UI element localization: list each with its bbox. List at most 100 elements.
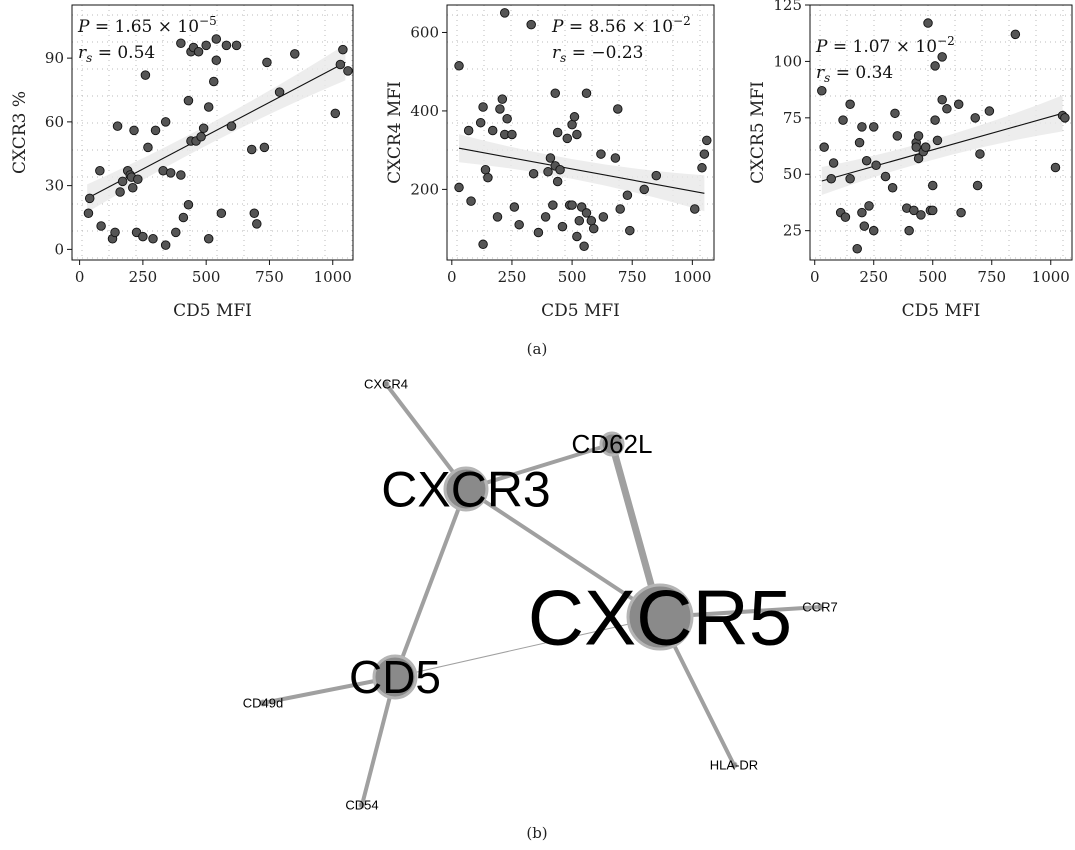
network-nodes: CXCR3 CXCR5 CD5 CD62L CXCR4 CCR7 CD49d CD54 HLA-… [243,377,838,813]
data-point [572,231,582,242]
data-point [857,207,867,218]
data-point [514,219,524,230]
data-point [129,125,139,136]
data-point [454,61,464,71]
node-label-CD62L: CD62L [572,429,653,459]
x-tick-label: 500 [918,268,947,286]
data-point [567,119,577,130]
data-point [567,200,577,210]
data-point [817,86,827,96]
data-point [598,212,609,222]
data-point [193,47,204,57]
data-point [868,225,879,236]
data-point [252,219,262,229]
data-point [133,174,143,184]
data-point [198,123,209,133]
data-point [930,115,940,125]
x-axis-label: CD5 MFI [902,301,981,321]
data-point [819,142,829,152]
node-CXCR4 [382,380,390,388]
data-point [528,168,539,179]
data-point [259,142,270,153]
data-point [178,212,189,223]
data-point [196,131,206,142]
data-point [335,59,346,70]
data-point [953,99,964,110]
x-tick-label: 500 [558,268,587,286]
data-point [871,160,881,170]
data-point [550,88,560,99]
correlation-network: CXCR3 CXCR5 CD5 CD62L CXCR4 CCR7 CD49d CD54 HLA-… [243,377,838,813]
data-point [203,233,214,244]
data-point [83,208,94,218]
x-tick-label: 250 [129,268,158,286]
data-point [112,121,123,131]
edge-CXCR3-CD62L [464,442,614,491]
data-point [868,122,879,132]
data-point [892,131,903,141]
data-point [972,180,983,191]
data-point [216,208,227,218]
confidence-band [87,44,346,213]
data-point [290,49,300,59]
scatter-panel-1: 0 250 500 750 1000 0 30 60 90 CD5 MFI CXCR3 % P = 1… [10,4,354,321]
data-point [916,210,926,220]
data-point [160,240,171,250]
node-CD49d [259,699,267,707]
scatter-panel-3: 0 250 500 750 1000 25 50 75 100 125 CD5 MFI CXCR5 M… [748,0,1073,321]
y-axis-label: CXCR4 MFI [385,81,405,184]
data-point [880,171,891,182]
data-point [857,122,867,132]
node-CXCR3 [443,466,489,512]
data-point [913,131,924,141]
p-value-annotation: P = 8.56 × 10−2 [551,14,691,37]
data-point [937,52,947,62]
data-point [572,129,582,140]
data-point [171,227,181,238]
data-point [861,155,872,166]
data-point [143,142,153,153]
x-tick-label: 750 [977,268,1006,286]
node-label-HLA-DR: HLA-DR [710,758,758,773]
regression-line [821,112,1063,182]
data-point [610,153,621,163]
data-point [183,199,194,210]
plot-frame [71,4,354,261]
data-point [540,212,551,222]
data-point [552,127,563,138]
node-HLA-DR [730,761,738,769]
x-axis-label: CD5 MFI [173,301,252,321]
panel-label-a: (a) [527,340,548,358]
data-point [110,227,120,238]
y-tick-label: 100 [773,52,802,70]
data-point [138,231,148,242]
r-value-annotation: rs = 0.34 [816,63,893,85]
y-tick-label: 50 [783,165,802,183]
regression-line [458,147,705,194]
data-point [690,204,700,214]
data-point [176,38,186,49]
data-point [852,243,862,254]
data-point [588,223,599,234]
data-point [454,182,464,193]
data-point [487,125,498,136]
data-point [338,44,348,55]
data-point [625,225,635,236]
data-point [497,94,508,104]
data-point [826,174,836,184]
data-point [475,117,486,128]
data-point [343,66,353,76]
confidence-band [459,134,705,212]
y-tick-label: 0 [54,240,64,258]
data-point [845,99,855,110]
data-point [845,174,855,184]
plot-frame [446,4,715,261]
x-tick-label: 750 [255,268,284,286]
node-label-CCR7: CCR7 [802,600,837,615]
x-axis-label: CD5 MFI [541,301,620,321]
data-point [932,135,943,146]
scatter-panel-2: 0 250 500 750 1000 200 400 600 CD5 MFI CXCR4 MFI P… [385,4,715,321]
node-label-CXCR5: CXCR5 [528,573,792,661]
data-point [221,40,232,51]
